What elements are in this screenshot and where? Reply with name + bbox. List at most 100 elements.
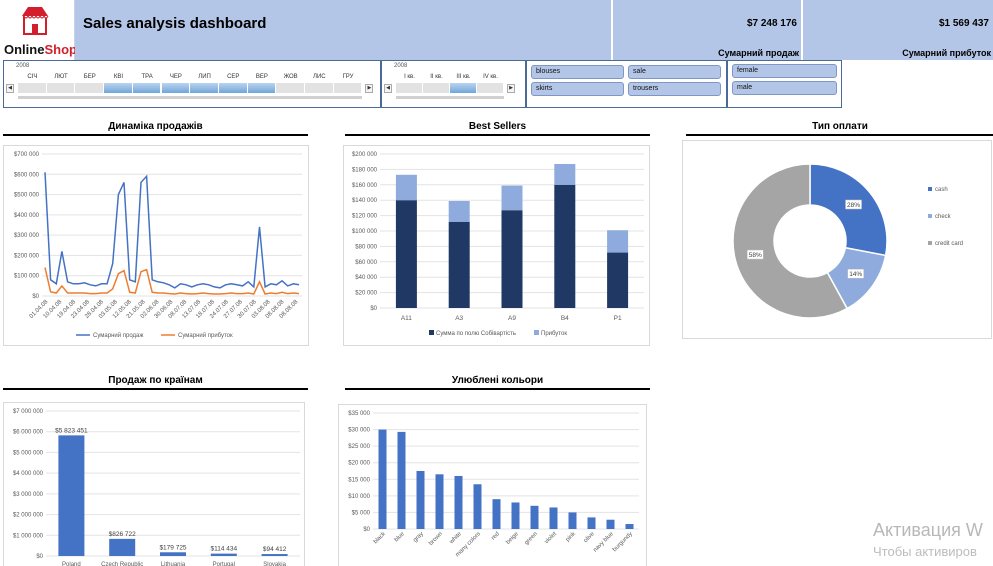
bar-b4-cost (554, 184, 576, 308)
x-tick-label: beige (505, 531, 520, 546)
timeline-period-label: ГРУ (342, 74, 354, 80)
timeline-period-label: БЕР (83, 74, 96, 80)
x-tick-label: A9 (508, 315, 516, 322)
y-tick-label: $4 000 000 (13, 471, 44, 477)
data-label: $5 823 451 (55, 427, 88, 434)
kpi-value: $1 569 437 (938, 18, 989, 29)
bar-p1-profit (607, 230, 629, 253)
bar-czech-republic (109, 538, 136, 556)
timeline-period-cell[interactable] (423, 83, 449, 93)
timeline-period-cell[interactable] (247, 83, 276, 93)
y-tick-label: $600 000 (14, 172, 40, 178)
y-tick-label: $200 000 (352, 152, 378, 158)
x-tick-label: white (448, 531, 463, 546)
timeline-scrollbar[interactable] (396, 96, 504, 99)
timeline-period-label: ВЕР (255, 74, 268, 80)
timeline-period-cell[interactable] (305, 83, 333, 93)
timeline-period-label: ЛИП (198, 74, 211, 80)
timeline-period-cell[interactable] (333, 83, 362, 93)
y-tick-label: $2 000 000 (13, 513, 44, 519)
timeline-period-cell[interactable] (75, 83, 104, 93)
series-line-sales (44, 172, 300, 289)
timeline-scroll-right-button[interactable]: ▶ (365, 84, 374, 93)
x-tick-label: Slovakia (263, 562, 286, 566)
bar-lithuania (160, 552, 186, 556)
x-tick-label: Poland (62, 562, 81, 566)
chart-title-favorite-colors: Улюблені кольори (345, 375, 650, 390)
timeline-period-cell[interactable] (218, 83, 247, 93)
data-label: 14% (849, 271, 862, 278)
data-label: $94 412 (263, 546, 287, 553)
y-tick-label: $3 000 000 (13, 492, 44, 498)
y-tick-label: $160 000 (352, 183, 378, 189)
y-tick-label: $20 000 (355, 291, 377, 297)
sales-dynamics-chart: $0 $100 000 $200 000 $300 000 $400 000 $500 0… (3, 145, 309, 346)
y-tick-label: $500 000 (14, 193, 40, 199)
x-tick-label: burgundy (612, 531, 634, 553)
legend-label: cash (935, 187, 948, 193)
timeline-scroll-left-button[interactable]: ◀ (384, 84, 392, 93)
legend-label: Сумма по полю Собівартість (436, 331, 516, 337)
timeline-period-cell[interactable] (46, 83, 75, 93)
x-tick-label: Lithuania (161, 562, 186, 566)
legend-swatch (928, 241, 932, 245)
x-tick-label: gray (412, 531, 424, 543)
data-label: $179 725 (159, 544, 186, 551)
y-tick-label: $100 000 (352, 229, 378, 235)
slicer-item-skirts[interactable]: skirts (531, 82, 624, 96)
timeline-scrollbar[interactable] (18, 96, 363, 99)
timeline-period-label: III кв. (456, 74, 471, 80)
x-tick-label: black (373, 530, 388, 545)
legend-label: credit card (935, 241, 963, 247)
timeline-scroll-right-button[interactable]: ▶ (507, 84, 515, 93)
slicer-item-female[interactable]: female (732, 64, 837, 78)
slicer-item-male[interactable]: male (732, 81, 837, 95)
y-tick-label: $20 000 (348, 461, 370, 467)
bar-beige (511, 502, 520, 529)
timeline-period-cell[interactable] (450, 83, 476, 93)
timeline-period-cell[interactable] (104, 83, 132, 93)
timeline-quarters-slicer[interactable]: 2008 ◀ I кв. II кв. III кв. IV кв. ▶ (381, 60, 526, 108)
slicer-item-trousers[interactable]: trousers (628, 82, 721, 96)
y-tick-label: $200 000 (14, 253, 40, 259)
data-label-box (847, 268, 864, 279)
x-tick-label: red (491, 531, 501, 541)
chart-title-sales-dynamics: Динаміка продажів (3, 121, 308, 136)
bar-brown (435, 474, 444, 529)
timeline-scroll-left-button[interactable]: ◀ (6, 84, 14, 93)
bar-burgundy (625, 524, 634, 529)
timeline-period-label: ЖОВ (283, 74, 298, 80)
bar-slovakia (261, 554, 288, 556)
bar-poland (58, 435, 85, 556)
y-tick-label: $0 (36, 554, 43, 560)
slicer-item-sale[interactable]: sale (628, 65, 721, 79)
legend-swatch (928, 214, 932, 218)
bar-many-colors (473, 484, 482, 529)
kpi-total-sales: $7 248 176 Сумарний продаж (612, 0, 801, 60)
y-tick-label: $7 000 000 (13, 409, 44, 415)
bar-pink (568, 512, 577, 529)
logo: OnlineShop (0, 0, 77, 60)
timeline-period-cell[interactable] (132, 83, 161, 93)
x-tick-label: P1 (614, 315, 622, 322)
kpi-value: $7 248 176 (746, 18, 797, 29)
timeline-period-cell[interactable] (276, 83, 304, 93)
y-tick-label: $100 000 (14, 274, 40, 280)
category-slicer: blouses sale skirts trousers (526, 60, 727, 108)
timeline-months-slicer[interactable]: 2008 ◀ СІЧ ЛЮТ БЕР КВІ ТРА ЧЕР ЛИП СЕР ВЕР ЖОВ ЛИС Г… (3, 60, 381, 108)
timeline-period-cell[interactable] (477, 83, 503, 93)
y-tick-label: $0 (370, 306, 377, 312)
bar-blue (397, 431, 406, 529)
timeline-period-cell[interactable] (190, 83, 218, 93)
data-label-box (747, 249, 764, 260)
timeline-period-cell[interactable] (396, 83, 422, 93)
slicer-item-blouses[interactable]: blouses (531, 65, 624, 79)
y-tick-label: $80 000 (355, 244, 377, 250)
timeline-period-label: ЛИС (313, 74, 326, 80)
timeline-period-cell[interactable] (161, 83, 190, 93)
timeline-period-cell[interactable] (18, 83, 46, 93)
bar-a11-cost (395, 200, 417, 308)
y-tick-label: $120 000 (352, 214, 378, 220)
bar-white (454, 475, 463, 529)
y-tick-label: $6 000 000 (13, 430, 44, 436)
